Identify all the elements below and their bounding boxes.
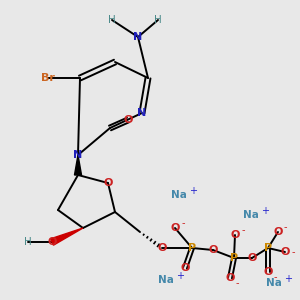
Text: O: O [180, 263, 190, 273]
Text: -: - [241, 225, 245, 235]
Text: -: - [291, 247, 295, 257]
Text: Na: Na [171, 190, 187, 200]
Text: Br: Br [41, 73, 55, 83]
Text: Na: Na [266, 278, 282, 288]
Text: +: + [261, 206, 269, 216]
Text: +: + [189, 186, 197, 196]
Text: O: O [225, 273, 235, 283]
Text: H: H [24, 237, 32, 247]
Text: O: O [263, 267, 273, 277]
Text: +: + [176, 271, 184, 281]
Text: -: - [181, 218, 185, 228]
Text: N: N [134, 32, 142, 42]
Text: P: P [264, 243, 272, 253]
Text: -: - [235, 278, 239, 288]
Text: N: N [74, 150, 82, 160]
Text: -: - [283, 222, 287, 232]
Text: N: N [137, 108, 147, 118]
Text: P: P [188, 243, 196, 253]
Text: +: + [284, 274, 292, 284]
Text: O: O [103, 178, 113, 188]
Text: O: O [208, 245, 218, 255]
Text: O: O [157, 243, 167, 253]
Text: P: P [230, 253, 238, 263]
Text: O: O [273, 227, 283, 237]
Text: O: O [170, 223, 180, 233]
Polygon shape [51, 228, 83, 245]
Text: O: O [230, 230, 240, 240]
Text: O: O [123, 115, 133, 125]
Text: H: H [154, 15, 162, 25]
Text: Na: Na [158, 275, 174, 285]
Text: O: O [280, 247, 290, 257]
Text: -: - [273, 272, 277, 282]
Text: H: H [108, 15, 116, 25]
Text: O: O [247, 253, 257, 263]
Polygon shape [74, 155, 82, 175]
Text: O: O [47, 237, 57, 247]
Text: Na: Na [243, 210, 259, 220]
